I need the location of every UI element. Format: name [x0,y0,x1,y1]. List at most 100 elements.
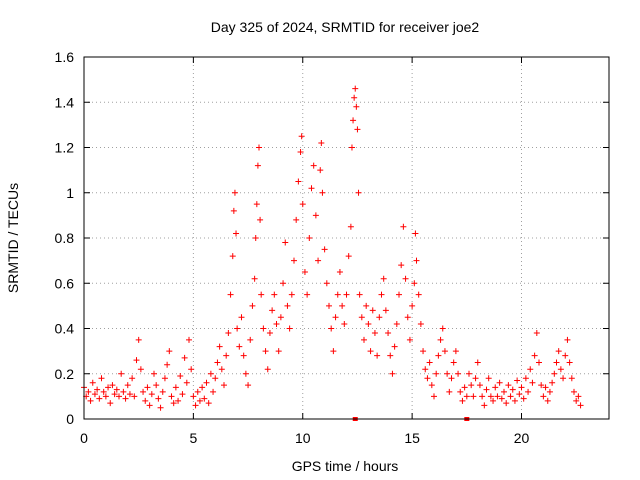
data-point [516,391,523,398]
data-point [509,386,516,393]
data-point [400,223,407,230]
data-point [258,291,265,298]
data-point [393,320,400,327]
data-point [358,314,365,321]
data-point [308,185,315,192]
y-tick-label: 0.2 [55,366,75,382]
y-tick-label: 1 [66,185,74,201]
data-point [216,343,223,350]
data-point [409,302,416,309]
data-point [304,291,311,298]
data-point [295,178,302,185]
data-point [494,393,501,400]
y-tick-label: 1.6 [55,49,75,65]
data-point [406,336,413,343]
data-point [363,302,370,309]
data-point [446,388,453,395]
data-point [387,352,394,359]
data-point [135,336,142,343]
data-point [396,291,402,298]
data-point [273,320,280,327]
data-point [496,379,503,386]
data-points [81,85,584,411]
data-point [468,382,475,389]
data-point [459,397,466,404]
data-point [518,384,525,391]
data-point [297,149,304,156]
data-point [369,307,376,314]
data-point [411,280,418,287]
data-point [343,291,350,298]
data-point [573,397,580,404]
data-point [284,302,291,309]
data-point [568,375,575,382]
data-point [505,382,512,389]
y-tick-label: 0.4 [55,321,75,337]
data-point [172,384,179,391]
data-point [183,379,190,386]
data-point [266,330,273,337]
data-point [126,391,133,398]
data-point [120,388,127,395]
data-point [533,330,540,337]
data-point [412,230,419,237]
data-point [299,201,306,208]
data-point [466,370,472,377]
data-point [188,366,195,373]
y-tick-label: 1.4 [55,94,75,110]
data-point [157,404,164,411]
data-point [137,366,144,373]
data-point [391,343,398,350]
data-point [310,162,317,169]
data-point [225,330,232,337]
data-point [254,162,261,169]
data-point [256,144,262,151]
data-point [288,291,295,298]
data-point [151,370,157,377]
data-point [257,216,264,223]
data-point [564,336,571,343]
data-point [529,379,536,386]
data-point [124,382,131,389]
data-point [318,139,325,146]
data-point [382,307,389,314]
data-point [146,402,153,409]
data-point [155,395,162,402]
data-point [264,366,271,373]
data-point [371,330,378,337]
data-point [404,314,411,321]
data-point [481,402,488,409]
data-point [560,375,567,382]
data-point [85,388,92,395]
data-point [105,384,112,391]
data-point [546,388,553,395]
data-point [175,397,182,404]
data-point [351,94,358,101]
data-point [441,348,448,355]
data-point [422,366,429,373]
data-point [291,257,297,264]
data-point [201,395,208,402]
data-point [133,357,140,364]
data-point [260,325,267,332]
y-tick-label: 0.8 [55,230,75,246]
data-point [262,348,269,355]
data-point [111,391,118,398]
data-point [347,223,354,230]
data-point [118,370,125,377]
axis-ticks: 0 0.2 0.4 0.6 0.8 1 1.2 1.4 1.6 0 5 10 15 20 [55,49,609,446]
data-point [355,189,362,196]
data-point [321,246,328,253]
data-point [457,388,464,395]
data-point [444,370,451,377]
data-point [170,400,177,407]
data-point [196,397,203,404]
data-point [312,212,319,219]
data-point [100,388,107,395]
data-point [194,388,201,395]
data-point [542,384,549,391]
data-point [231,189,238,196]
data-point [437,336,444,343]
y-axis-label: SRMTID / TECUs [5,183,21,293]
data-point [354,126,361,133]
